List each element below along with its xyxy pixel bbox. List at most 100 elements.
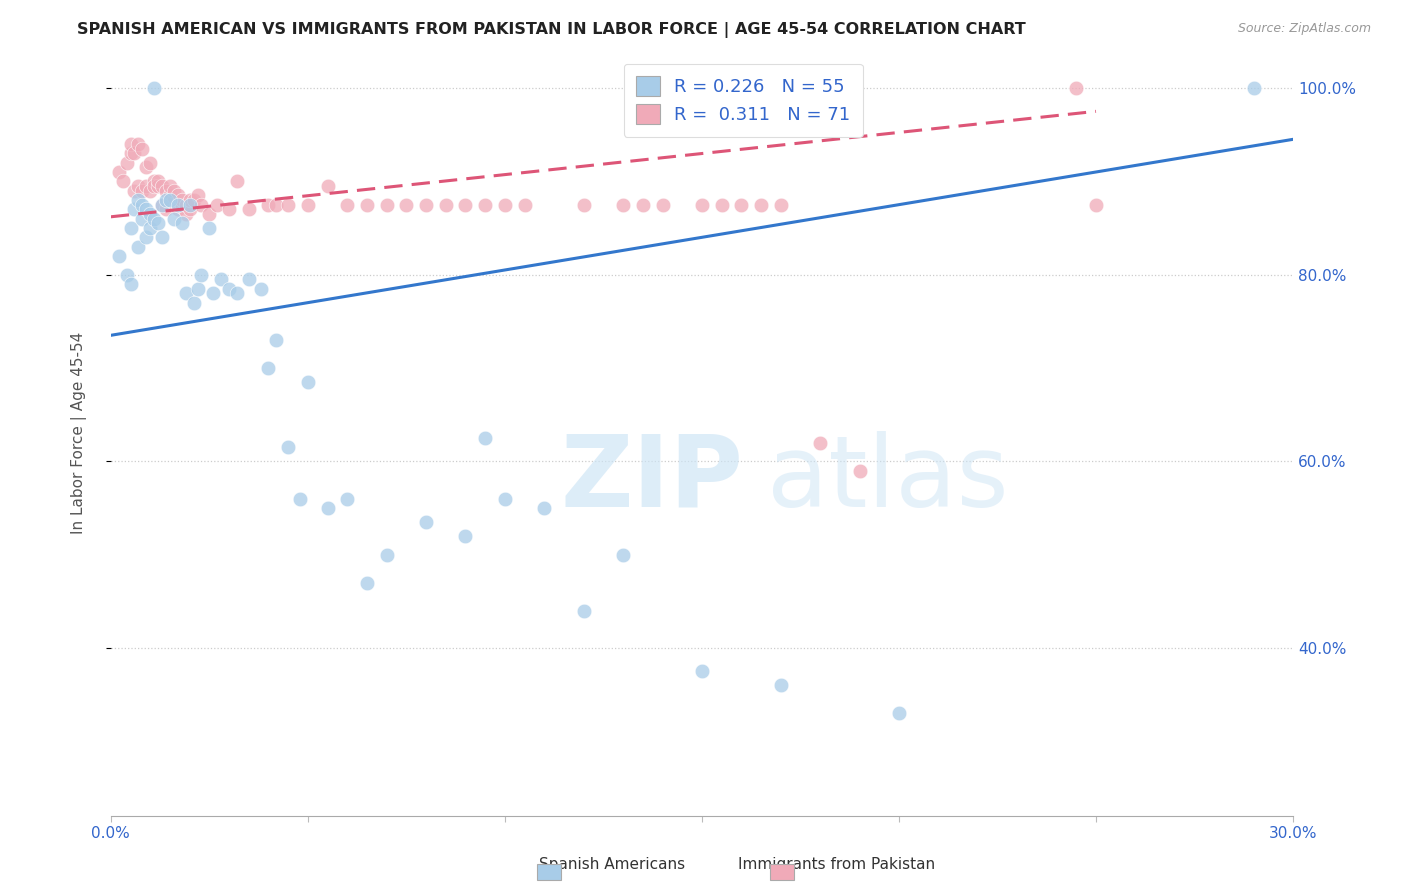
Point [316, 500, 339, 515]
Point [207, 197, 229, 211]
Point [769, 197, 792, 211]
Point [288, 491, 311, 506]
Point [107, 249, 129, 263]
Point [146, 216, 169, 230]
Point [190, 197, 212, 211]
Point [1243, 81, 1265, 95]
Point [166, 188, 188, 202]
Point [139, 207, 162, 221]
Point [533, 500, 555, 515]
Text: atlas: atlas [766, 431, 1008, 528]
Point [143, 211, 166, 226]
Point [249, 282, 271, 296]
Point [209, 272, 232, 286]
Point [166, 197, 188, 211]
Point [474, 431, 496, 445]
Point [159, 188, 181, 202]
Point [170, 216, 193, 230]
Point [474, 197, 496, 211]
Point [572, 604, 595, 618]
Point [808, 435, 831, 450]
Point [730, 197, 752, 211]
Point [769, 678, 792, 692]
Text: Source: ZipAtlas.com: Source: ZipAtlas.com [1237, 22, 1371, 36]
Point [198, 221, 221, 235]
Point [143, 81, 166, 95]
Point [135, 230, 157, 244]
Text: SPANISH AMERICAN VS IMMIGRANTS FROM PAKISTAN IN LABOR FORCE | AGE 45-54 CORRELAT: SPANISH AMERICAN VS IMMIGRANTS FROM PAKI… [77, 22, 1026, 38]
Text: Immigrants from Pakistan: Immigrants from Pakistan [738, 857, 935, 872]
Point [131, 197, 153, 211]
Point [266, 333, 288, 347]
Point [375, 548, 398, 562]
Point [163, 184, 186, 198]
Point [179, 202, 201, 217]
Point [127, 179, 149, 194]
Point [163, 193, 186, 207]
Legend: R = 0.226   N = 55, R =  0.311   N = 71: R = 0.226 N = 55, R = 0.311 N = 71 [624, 63, 863, 136]
Point [415, 197, 437, 211]
Point [143, 179, 166, 194]
Point [336, 491, 359, 506]
Point [120, 136, 142, 151]
Point [710, 197, 733, 211]
Point [135, 202, 157, 217]
Point [238, 272, 260, 286]
Point [749, 197, 772, 211]
Point [186, 188, 208, 202]
Point [297, 197, 319, 211]
Point [395, 197, 418, 211]
Point [155, 184, 177, 198]
Point [111, 174, 134, 188]
Point [190, 268, 212, 282]
Point [218, 202, 240, 217]
Point [174, 197, 197, 211]
Point [150, 230, 173, 244]
Point [150, 197, 173, 211]
Point [124, 202, 146, 217]
Point [226, 286, 249, 301]
Point [146, 174, 169, 188]
Point [166, 202, 188, 217]
Point [159, 193, 181, 207]
Point [179, 193, 201, 207]
Point [572, 197, 595, 211]
Point [179, 197, 201, 211]
Point [356, 197, 378, 211]
Point [356, 575, 378, 590]
Point [150, 197, 173, 211]
Point [146, 179, 169, 194]
Point [1084, 197, 1107, 211]
Point [202, 286, 225, 301]
Point [143, 174, 166, 188]
Point [336, 197, 359, 211]
Point [155, 202, 177, 217]
Point [183, 193, 205, 207]
Point [135, 179, 157, 194]
Point [120, 277, 142, 291]
Point [107, 165, 129, 179]
Point [218, 282, 240, 296]
Point [513, 197, 536, 211]
Point [163, 211, 186, 226]
Point [316, 179, 339, 194]
Point [139, 221, 162, 235]
Point [434, 197, 457, 211]
Point [124, 146, 146, 161]
Point [848, 464, 870, 478]
Point [226, 174, 249, 188]
Point [257, 361, 280, 376]
Point [454, 529, 477, 543]
Point [297, 375, 319, 389]
Point [150, 179, 173, 194]
Point [115, 155, 138, 169]
Point [612, 548, 634, 562]
Point [198, 207, 221, 221]
Point [238, 202, 260, 217]
Point [612, 197, 634, 211]
Point [124, 184, 146, 198]
Point [135, 161, 157, 175]
Point [170, 197, 193, 211]
Point [127, 193, 149, 207]
Point [115, 268, 138, 282]
